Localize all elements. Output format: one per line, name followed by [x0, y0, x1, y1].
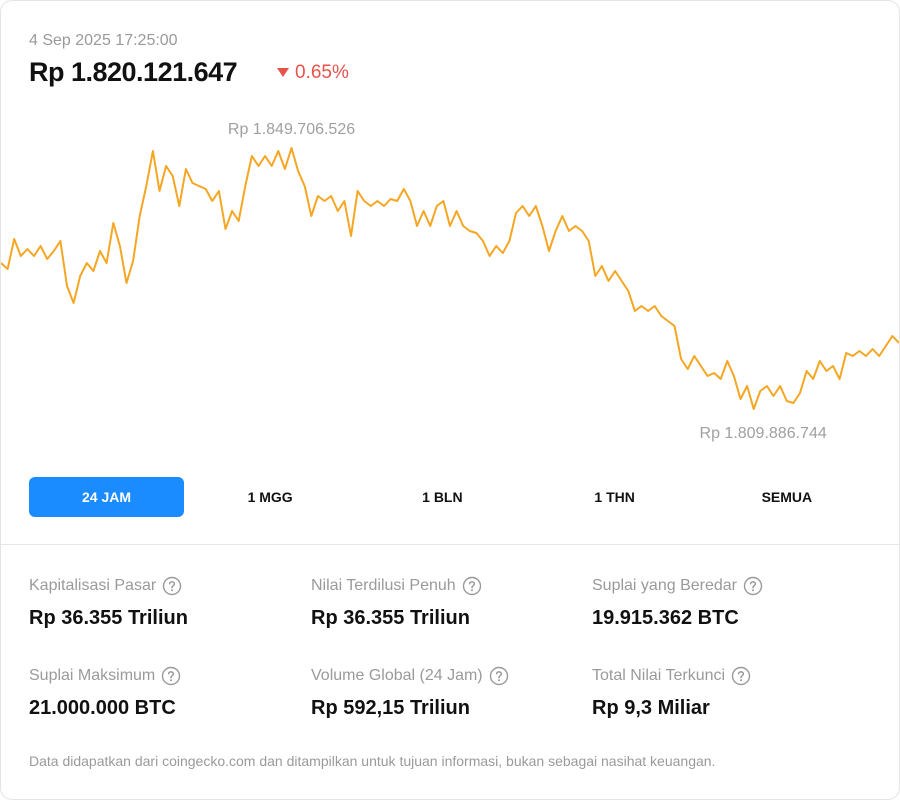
price-line — [1, 147, 899, 410]
stat-item: Suplai Maksimum 21.000.000 BTC — [29, 666, 299, 720]
range-tab[interactable]: 1 MGG — [247, 489, 293, 505]
stat-label: Kapitalisasi Pasar — [29, 577, 157, 594]
stat-label: Suplai Maksimum — [29, 667, 156, 684]
stat-label-row: Total Nilai Terkunci — [592, 666, 862, 686]
stat-value: Rp 36.355 Triliun — [29, 607, 188, 629]
divider — [1, 544, 899, 545]
stat-value: 19.915.362 BTC — [592, 607, 739, 629]
current-price: Rp 1.820.121.647 — [29, 57, 238, 87]
range-tabs: 24 JAM 1 MGG 1 BLN 1 THN SEMUA — [29, 477, 873, 517]
down-arrow — [277, 68, 289, 77]
stat-label-row: Suplai yang Beredar — [592, 576, 862, 596]
info-icon[interactable] — [743, 576, 763, 596]
info-icon[interactable] — [462, 576, 482, 596]
disclaimer: Data didapatkan dari coingecko.com dan d… — [29, 753, 716, 769]
stat-item: Suplai yang Beredar 19.915.362 BTC — [592, 576, 862, 630]
stat-item: Volume Global (24 Jam) Rp 592,15 Triliun — [311, 666, 581, 720]
stat-label: Suplai yang Beredar — [592, 577, 737, 594]
stat-item: Total Nilai Terkunci Rp 9,3 Miliar — [592, 666, 862, 720]
stat-label: Volume Global (24 Jam) — [311, 667, 483, 684]
extreme-label: Rp 1.809.886.744 — [700, 425, 827, 442]
range-tab[interactable]: 1 BLN — [422, 489, 463, 505]
info-icon[interactable] — [489, 666, 509, 686]
range-tab[interactable]: 1 THN — [594, 489, 635, 505]
info-icon[interactable] — [161, 666, 181, 686]
extreme-label: Rp 1.849.706.526 — [228, 121, 355, 138]
stat-value: Rp 36.355 Triliun — [311, 607, 470, 629]
stat-item: Kapitalisasi Pasar Rp 36.355 Triliun — [29, 576, 299, 630]
stat-label-row: Kapitalisasi Pasar — [29, 576, 299, 596]
range-tab[interactable]: SEMUA — [761, 489, 813, 505]
price-change: 0.65% — [295, 62, 349, 83]
stat-value: Rp 592,15 Triliun — [311, 697, 470, 719]
stat-label-row: Suplai Maksimum — [29, 666, 299, 686]
info-icon[interactable] — [162, 576, 182, 596]
range-tab[interactable]: 24 JAM — [29, 477, 184, 517]
info-icon[interactable] — [731, 666, 751, 686]
stat-item: Nilai Terdilusi Penuh Rp 36.355 Triliun — [311, 576, 581, 630]
timestamp: 4 Sep 2025 17:25:00 — [29, 32, 178, 49]
stat-label: Total Nilai Terkunci — [592, 667, 726, 684]
stat-label: Nilai Terdilusi Penuh — [311, 577, 456, 594]
stat-label-row: Nilai Terdilusi Penuh — [311, 576, 581, 596]
stat-value: 21.000.000 BTC — [29, 697, 176, 719]
stat-value: Rp 9,3 Miliar — [592, 697, 710, 719]
price-chart: Rp 1.849.706.526 Rp 1.809.886.744 — [1, 121, 899, 442]
stat-label-row: Volume Global (24 Jam) — [311, 666, 581, 686]
